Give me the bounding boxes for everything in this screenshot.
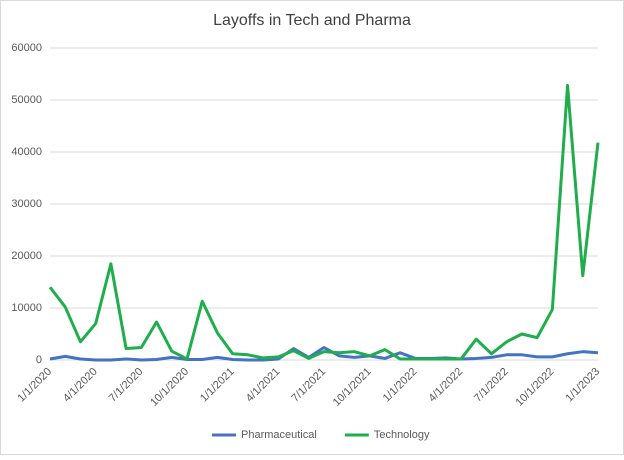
y-tick-label: 50000 [11,94,42,106]
y-tick-label: 10000 [11,302,42,314]
y-tick-label: 20000 [11,250,42,262]
y-tick-label: 0 [36,354,42,366]
legend-label: Technology [374,429,430,441]
data-line [48,83,600,361]
y-tick-label: 60000 [11,42,42,54]
y-tick-label: 40000 [11,146,42,158]
y-tick-label: 30000 [11,198,42,210]
legend-label: Pharmaceutical [241,429,317,441]
data-line [49,346,599,362]
chart-title: Layoffs in Tech and Pharma [213,12,411,29]
